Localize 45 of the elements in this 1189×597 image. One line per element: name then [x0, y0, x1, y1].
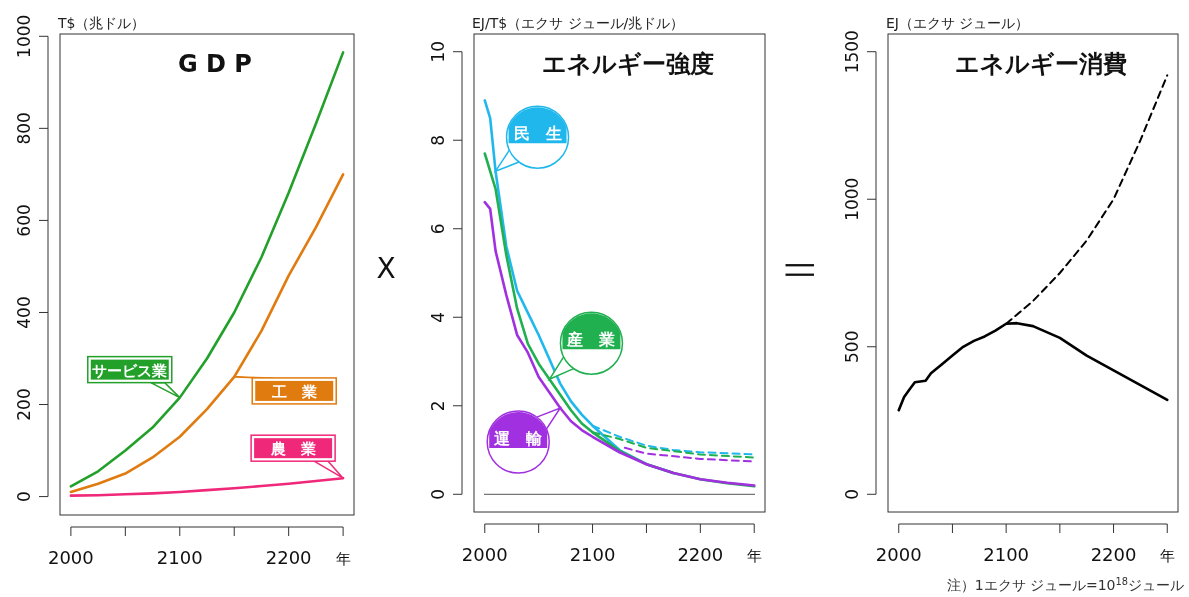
y-tick-label: 0 — [428, 488, 448, 500]
x-tick-label: 2200 — [677, 544, 724, 565]
series-label: 農 業 — [269, 440, 316, 459]
y-tick-label: 1500 — [842, 30, 862, 74]
y-tick-label: 0 — [14, 491, 34, 502]
line-series — [69, 173, 345, 494]
x-tick-label: 2000 — [461, 544, 508, 565]
x-tick-label: 2000 — [875, 544, 922, 565]
y-tick-label: 200 — [14, 388, 34, 421]
text: 工 業 — [270, 382, 317, 401]
x-tick-label: 2100 — [156, 547, 203, 568]
y-tick-label: 2 — [428, 400, 448, 412]
text: || — [785, 260, 818, 280]
series-label: サービス業 — [92, 361, 168, 380]
text: G D P — [178, 50, 252, 78]
y-tick-label: 600 — [14, 204, 34, 237]
x-tick-label: 年 — [746, 547, 762, 565]
legend-label: 運 輸 — [493, 428, 544, 448]
x-tick-label: 2200 — [1090, 544, 1137, 565]
text: エネルギー強度 — [541, 50, 714, 78]
text: 注）1エクサ ジュール=10$^{18}$ジュール — [946, 575, 1184, 593]
text: エネルギー消費 — [955, 50, 1127, 78]
x-tick-label: 2000 — [47, 547, 94, 568]
y-axis-title: EJ（エクサ ジュール） — [886, 15, 1030, 31]
y-tick-label: 1000 — [14, 14, 34, 58]
x-tick-label: 年 — [1159, 547, 1175, 565]
x-tick-label: 2100 — [983, 544, 1030, 565]
series-label: 産 業 — [566, 330, 616, 350]
y-axis-title: T$（兆ドル） — [57, 15, 146, 31]
y-tick-label: 6 — [428, 223, 448, 235]
y-tick-label: 0 — [842, 488, 862, 500]
series-label: 民 生 — [513, 124, 562, 144]
y-tick-label: 4 — [428, 311, 448, 323]
y-tick-label: 8 — [428, 134, 448, 146]
y-tick-label: 500 — [842, 330, 862, 363]
x-tick-label: 年 — [335, 550, 351, 568]
y-tick-label: 10 — [428, 40, 448, 63]
text: X — [376, 252, 396, 285]
x-tick-label: 2100 — [569, 544, 616, 565]
line-series — [69, 51, 345, 488]
y-axis-title: EJ/T$（エクサ ジュール/兆ドル） — [472, 15, 685, 31]
y-tick-label: 800 — [14, 112, 34, 145]
y-tick-label: 400 — [14, 296, 34, 329]
x-tick-label: 2200 — [265, 547, 312, 568]
y-tick-label: 1000 — [842, 177, 862, 221]
